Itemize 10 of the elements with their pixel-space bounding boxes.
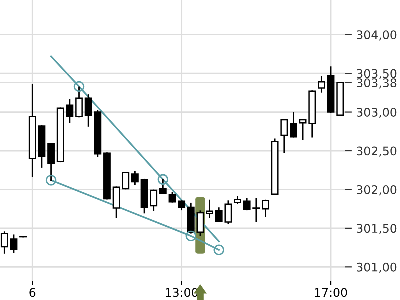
y-tick-label: 302,00 [357,185,397,196]
x-tick-label: 6 [30,288,36,298]
y-tick-label: 304,00 [357,30,397,41]
y-tick-label: 301,00 [357,262,397,274]
y-tick-label: 303,38 [357,78,397,89]
y-tick-label: 303,50 [357,69,397,80]
y-tick-label: 303,00 [357,108,397,118]
y-tick-label: 302,50 [357,146,397,157]
x-tick-label: 17:00 [315,288,348,298]
y-tick-label: 301,50 [357,224,397,234]
